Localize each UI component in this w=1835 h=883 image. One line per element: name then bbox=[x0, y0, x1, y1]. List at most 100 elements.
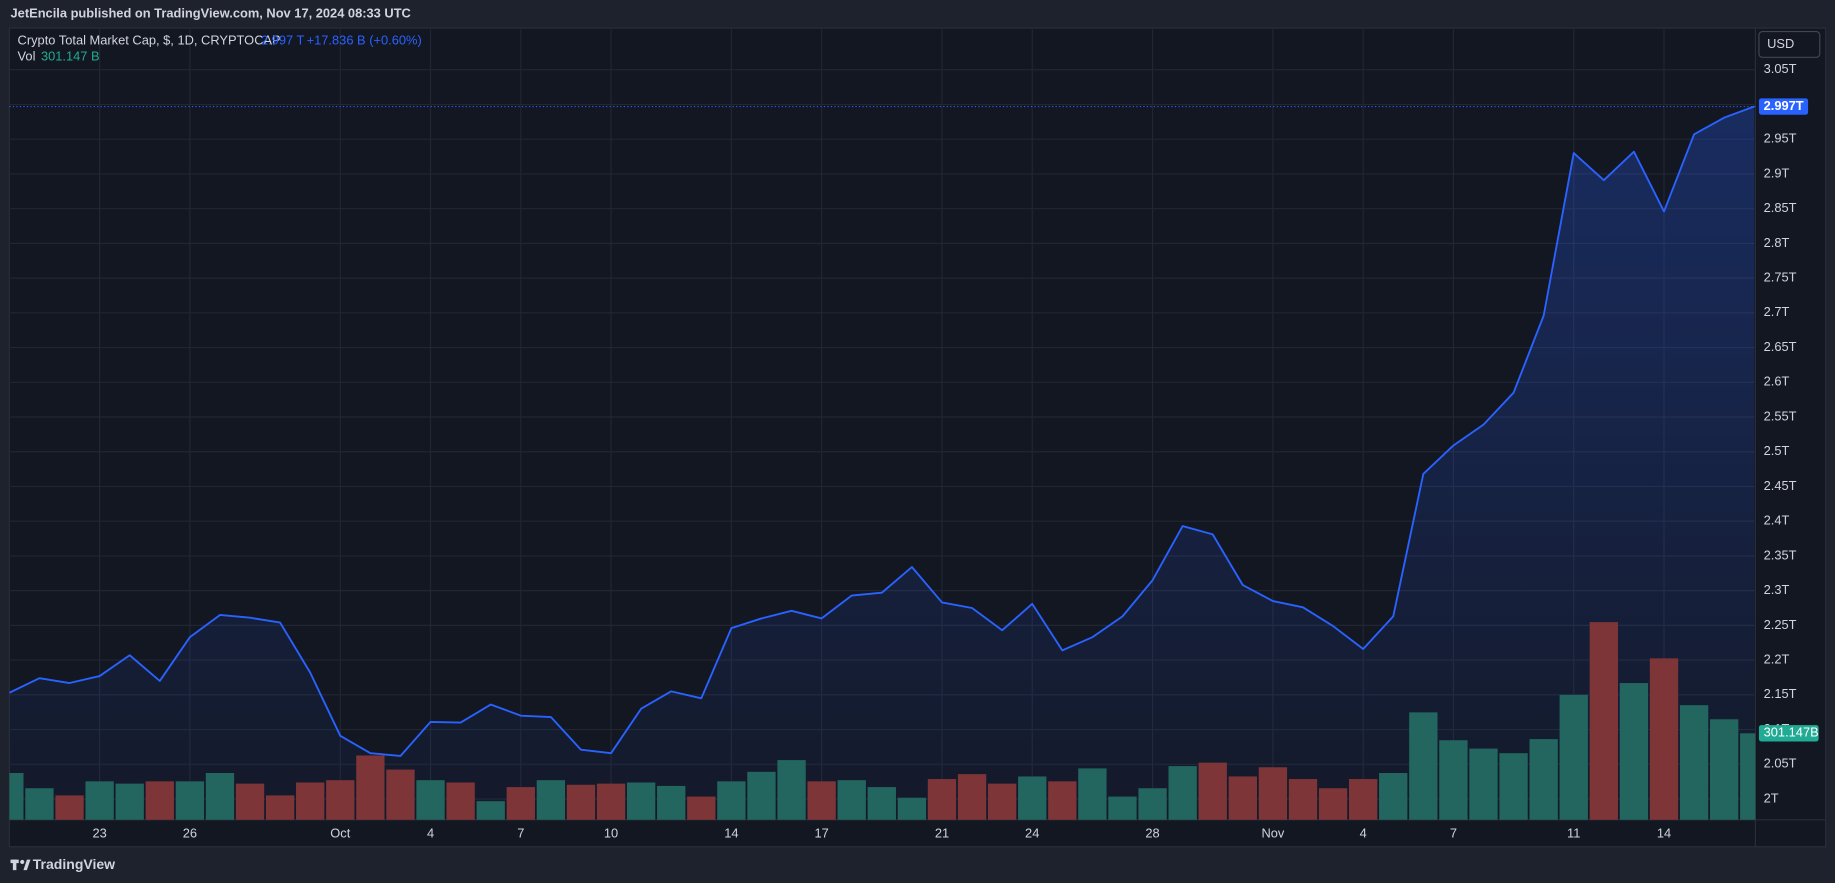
y-tick-label: 2.7T bbox=[1764, 304, 1790, 319]
y-tick-label: 2.4T bbox=[1764, 513, 1790, 528]
volume-bar bbox=[446, 782, 475, 820]
x-tick-label: 23 bbox=[92, 825, 106, 840]
x-tick-label: 24 bbox=[1025, 825, 1039, 840]
volume-bar bbox=[626, 782, 656, 820]
volume-bar bbox=[1379, 772, 1408, 820]
volume-bar bbox=[1710, 719, 1739, 820]
volume-bar bbox=[1168, 766, 1197, 820]
y-tick-label: 2.05T bbox=[1764, 756, 1797, 771]
y-tick-label: 2.9T bbox=[1764, 165, 1790, 180]
price-tag-label: 2.997T bbox=[1764, 98, 1804, 113]
volume-bar bbox=[747, 771, 776, 820]
y-tick-label: 2.2T bbox=[1764, 651, 1790, 666]
volume-bar bbox=[1529, 739, 1558, 820]
volume-bar bbox=[1258, 767, 1288, 820]
volume-bar bbox=[957, 774, 987, 820]
volume-bar bbox=[85, 781, 114, 820]
x-tick-label: 4 bbox=[1360, 825, 1367, 840]
volume-bar bbox=[296, 782, 325, 820]
volume-last: 301.147 B bbox=[41, 49, 100, 64]
volume-bar bbox=[506, 787, 535, 820]
volume-bar bbox=[326, 780, 355, 820]
volume-bar bbox=[356, 755, 385, 820]
volume-tag-label: 301.147B bbox=[1764, 725, 1819, 740]
volume-bar bbox=[175, 781, 205, 820]
price-tag bbox=[1758, 98, 1809, 115]
volume-bar bbox=[205, 772, 235, 820]
currency-label[interactable]: USD bbox=[1767, 36, 1794, 51]
plot bbox=[9, 105, 1756, 820]
volume-bar bbox=[1048, 781, 1077, 820]
volume-bar bbox=[867, 787, 896, 820]
volume-bar bbox=[536, 780, 566, 820]
volume-bar bbox=[1138, 788, 1167, 820]
y-tick-label: 2.5T bbox=[1764, 443, 1790, 458]
volume-bar bbox=[1679, 705, 1709, 820]
volume-bar bbox=[687, 796, 716, 820]
volume-bar bbox=[1348, 779, 1378, 820]
volume-bar bbox=[9, 772, 24, 820]
y-tick-label: 2.6T bbox=[1764, 374, 1790, 389]
y-tick-label: 2.85T bbox=[1764, 200, 1797, 215]
x-tick-label: 28 bbox=[1145, 825, 1159, 840]
volume-bar bbox=[1499, 753, 1528, 820]
volume-bar bbox=[1409, 712, 1438, 820]
volume-bar bbox=[1589, 622, 1618, 820]
x-tick-label: 4 bbox=[427, 825, 434, 840]
y-tick-label: 2.35T bbox=[1764, 547, 1797, 562]
volume-bar bbox=[1469, 748, 1498, 820]
volume-bar bbox=[1619, 683, 1649, 820]
volume-bar bbox=[386, 769, 415, 820]
volume-bar bbox=[807, 781, 836, 820]
volume-tag bbox=[1758, 725, 1819, 742]
x-tick-label: 14 bbox=[724, 825, 738, 840]
chart-title: Crypto Total Market Cap, $, 1D, CRYPTOCA… bbox=[18, 32, 281, 47]
volume-bar bbox=[265, 795, 295, 820]
volume-bar bbox=[1649, 658, 1679, 820]
y-tick-label: 2.55T bbox=[1764, 408, 1797, 423]
price-change: +17.836 B (+0.60%) bbox=[307, 32, 422, 47]
y-tick-label: 2.8T bbox=[1764, 235, 1790, 250]
x-tick-label: 7 bbox=[517, 825, 524, 840]
volume-bar bbox=[1108, 796, 1137, 820]
volume-bar bbox=[235, 783, 265, 820]
volume-bar bbox=[1559, 694, 1588, 820]
y-tick-label: 3.05T bbox=[1764, 61, 1797, 76]
y-tick-label: 2.3T bbox=[1764, 582, 1790, 597]
volume-bar bbox=[25, 788, 54, 820]
volume-bar bbox=[1018, 776, 1047, 820]
volume-bar bbox=[145, 781, 174, 820]
volume-bar bbox=[55, 795, 84, 820]
y-tick-label: 2T bbox=[1764, 790, 1779, 805]
volume-bar bbox=[476, 801, 505, 820]
volume-bar bbox=[566, 784, 596, 820]
brand: TradingView bbox=[33, 856, 115, 872]
price-line bbox=[9, 105, 1755, 757]
volume-legend: Vol bbox=[18, 49, 36, 64]
volume-bar bbox=[777, 760, 806, 820]
volume-bar bbox=[1439, 740, 1468, 820]
x-tick-label: 17 bbox=[814, 825, 828, 840]
currency-button[interactable] bbox=[1758, 30, 1821, 58]
volume-bar bbox=[596, 783, 626, 820]
x-tick-label: Oct bbox=[330, 825, 350, 840]
volume-bar bbox=[1078, 768, 1107, 820]
volume-bar bbox=[1318, 788, 1348, 820]
y-tick-label: 2.95T bbox=[1764, 131, 1797, 146]
volume-bar bbox=[115, 783, 144, 820]
publish-header: JetEncila published on TradingView.com, … bbox=[11, 5, 411, 20]
x-tick-label: 21 bbox=[935, 825, 949, 840]
volume-bar bbox=[1198, 762, 1227, 820]
x-tick-label: 7 bbox=[1450, 825, 1457, 840]
x-tick-label: Nov bbox=[1261, 825, 1284, 840]
volume-bar bbox=[717, 781, 746, 820]
y-tick-label: 2.75T bbox=[1764, 269, 1797, 284]
y-tick-label: 2.15T bbox=[1764, 686, 1797, 701]
x-tick-label: 10 bbox=[604, 825, 618, 840]
x-tick-label: 11 bbox=[1567, 825, 1580, 840]
x-tick-label: 26 bbox=[183, 825, 197, 840]
x-tick-label: 14 bbox=[1657, 825, 1671, 840]
area bbox=[9, 106, 1755, 820]
